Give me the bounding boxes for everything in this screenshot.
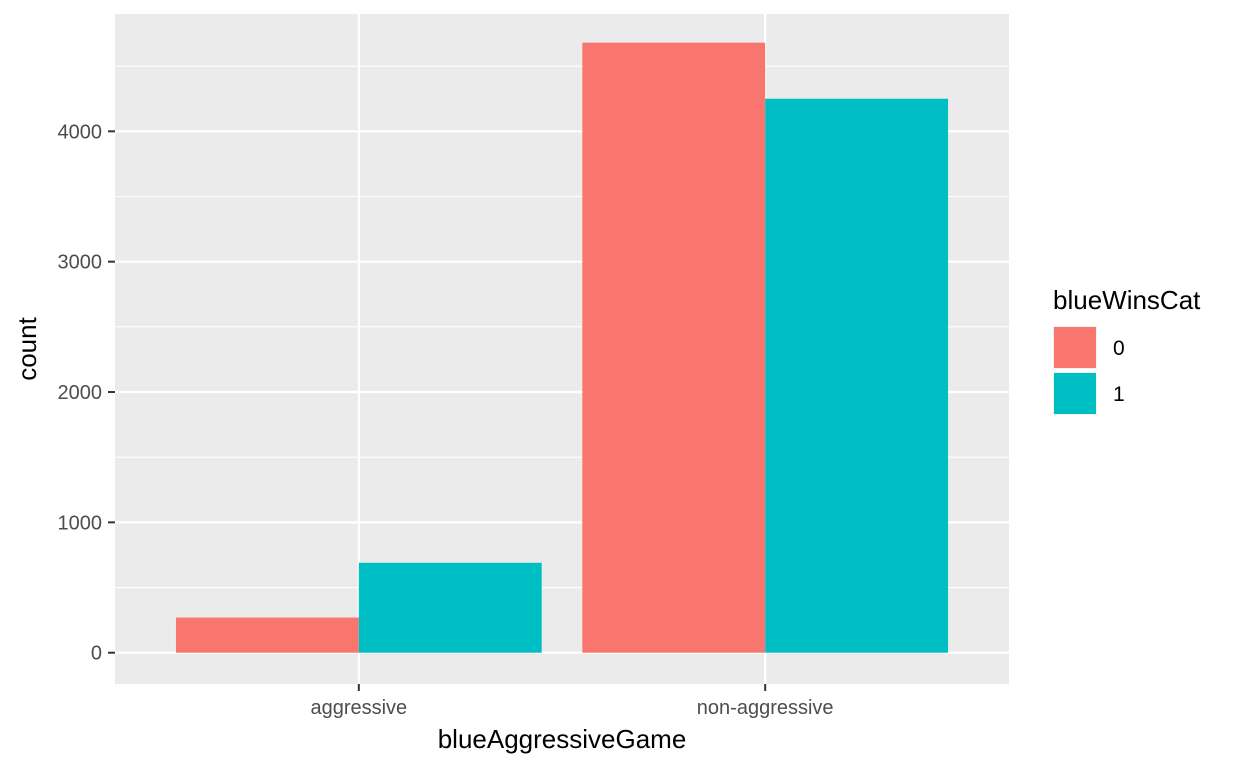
legend-label: 0	[1113, 337, 1125, 360]
x-axis-title: blueAggressiveGame	[438, 724, 687, 754]
bar	[582, 42, 766, 653]
y-tick-label: 4000	[58, 121, 103, 143]
bar	[358, 562, 542, 653]
x-tick-label: non-aggressive	[697, 697, 834, 719]
y-tick-label: 1000	[58, 512, 103, 534]
y-tick-label: 2000	[58, 382, 103, 404]
bar	[175, 617, 359, 653]
legend-swatch	[1054, 327, 1096, 368]
bar	[765, 98, 949, 653]
x-axis: aggressive non-aggressive	[310, 684, 834, 719]
y-tick-label: 0	[91, 643, 102, 665]
legend: blueWinsCat 01	[1053, 285, 1201, 415]
bars	[175, 42, 949, 653]
y-tick-label: 3000	[58, 252, 103, 274]
legend-label: 1	[1113, 383, 1125, 406]
x-tick-label: aggressive	[310, 697, 407, 719]
legend-title: blueWinsCat	[1053, 285, 1201, 315]
y-axis-title: count	[12, 316, 42, 380]
legend-swatch	[1054, 373, 1096, 414]
legend-items: 01	[1053, 326, 1125, 415]
y-axis: 0 1000 2000 3000 4000	[58, 121, 115, 665]
